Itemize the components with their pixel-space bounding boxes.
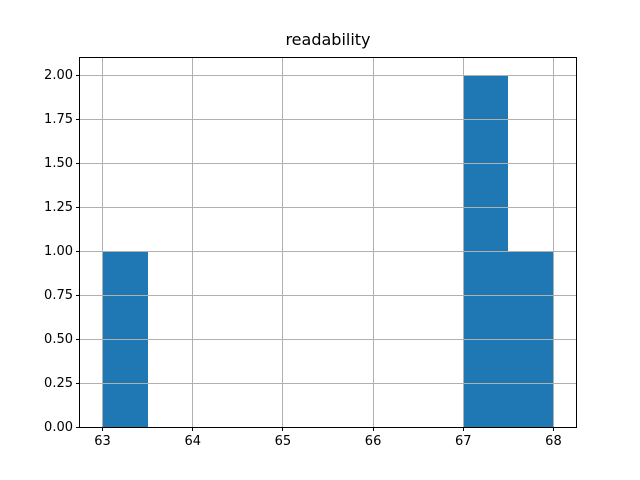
y-tick-label: 0.00 <box>44 419 73 435</box>
y-axis-tick <box>76 74 80 76</box>
horizontal-gridline <box>80 206 576 208</box>
horizontal-gridline <box>80 74 576 76</box>
y-tick-label: 0.25 <box>44 375 73 391</box>
x-axis-tick <box>192 427 194 431</box>
y-axis-tick <box>76 118 80 120</box>
y-tick-label: 0.50 <box>44 331 73 347</box>
horizontal-gridline <box>80 162 576 164</box>
vertical-gridline <box>462 57 464 427</box>
x-tick-label: 68 <box>545 434 562 449</box>
horizontal-gridline <box>80 426 576 428</box>
horizontal-gridline <box>80 250 576 252</box>
y-axis-tick <box>76 294 80 296</box>
y-axis-tick <box>76 338 80 340</box>
x-axis-tick <box>372 427 374 431</box>
x-axis-tick <box>282 427 284 431</box>
vertical-gridline <box>102 57 104 427</box>
x-axis-tick <box>552 427 554 431</box>
y-tick-label: 1.00 <box>44 243 73 259</box>
y-tick-label: 1.50 <box>44 155 73 171</box>
y-axis-tick <box>76 250 80 252</box>
y-axis-tick <box>76 162 80 164</box>
y-axis-tick <box>76 206 80 208</box>
vertical-gridline <box>282 57 284 427</box>
horizontal-gridline <box>80 382 576 384</box>
y-tick-label: 1.75 <box>44 111 73 127</box>
chart-title: readability <box>285 30 371 49</box>
y-axis-tick <box>76 382 80 384</box>
x-axis-tick <box>462 427 464 431</box>
x-tick-label: 63 <box>94 434 111 449</box>
x-tick-label: 67 <box>454 434 472 449</box>
plot-area <box>79 56 577 428</box>
y-tick-label: 2.00 <box>44 67 73 83</box>
horizontal-gridline <box>80 294 576 296</box>
vertical-gridline <box>372 57 374 427</box>
horizontal-gridline <box>80 118 576 120</box>
y-tick-label: 0.75 <box>44 287 73 303</box>
vertical-gridline <box>552 57 554 427</box>
x-tick-label: 66 <box>364 434 382 449</box>
x-tick-label: 65 <box>274 434 292 449</box>
x-tick-label: 64 <box>184 434 201 449</box>
vertical-gridline <box>192 57 194 427</box>
x-axis-tick <box>102 427 104 431</box>
y-tick-label: 1.25 <box>44 199 73 215</box>
horizontal-gridline <box>80 338 576 340</box>
y-axis-tick <box>76 426 80 428</box>
